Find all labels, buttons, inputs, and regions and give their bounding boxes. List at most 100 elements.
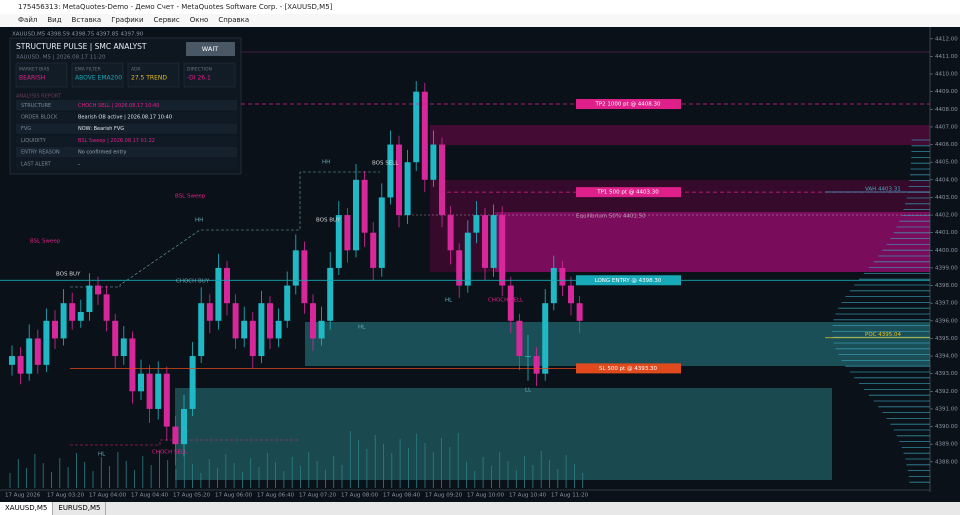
report-row xyxy=(16,135,237,146)
level-tag xyxy=(576,99,681,110)
candle-body xyxy=(206,303,213,321)
y-tick-label: 4388.00 xyxy=(935,459,958,465)
metric-label: EMA FILTER xyxy=(75,67,101,73)
y-tick-label: 4404.00 xyxy=(935,177,958,183)
candle-body xyxy=(456,250,463,286)
candle-body xyxy=(482,215,488,268)
row-value: BSL Sweep | 2026.08.17 01:22 xyxy=(78,138,155,144)
y-tick-label: 4405.00 xyxy=(935,160,958,166)
y-tick-label: 4390.00 xyxy=(935,424,958,430)
row-key: ENTRY REASON xyxy=(21,150,60,156)
menu-item[interactable]: Графики xyxy=(111,16,144,24)
level-tag xyxy=(576,363,681,374)
metric-box xyxy=(15,62,68,88)
candle-body xyxy=(499,215,506,286)
candle-body xyxy=(9,356,15,365)
candle-body xyxy=(327,267,334,321)
candle-body xyxy=(215,267,222,321)
wait-button[interactable] xyxy=(186,42,235,56)
candle-body xyxy=(120,338,127,357)
chart: XAUUSD,M5 4398.59 4398.75 4397.85 4397.9… xyxy=(0,27,960,502)
y-tick-label: 4411.00 xyxy=(935,54,958,60)
candle-body xyxy=(52,320,58,339)
menu-item[interactable]: Файл xyxy=(18,16,38,24)
chart-tab[interactable]: EURUSD,M5 xyxy=(53,502,107,515)
candle-body xyxy=(275,320,282,339)
equilibrium-label: Equilibrium 50% 4401.50 xyxy=(576,213,646,219)
candle-body xyxy=(198,303,205,357)
candle-body xyxy=(525,356,531,357)
y-tick-label: 4400.00 xyxy=(935,248,958,254)
candle-body xyxy=(163,373,170,427)
chart-tab[interactable]: XAUUSD,M5 xyxy=(0,502,54,515)
candle-body xyxy=(310,303,316,339)
candle-body xyxy=(378,197,385,268)
row-value: NOW: Bearish FVG xyxy=(78,126,124,132)
y-tick-label: 4406.00 xyxy=(935,142,958,148)
candle-body xyxy=(473,215,480,233)
y-tick-label: 4398.00 xyxy=(935,283,958,289)
candle-body xyxy=(232,303,239,339)
y-tick-label: 4395.00 xyxy=(935,336,958,342)
metric-box xyxy=(71,62,124,88)
metric-box xyxy=(127,62,180,88)
candle-body xyxy=(361,179,368,233)
menu-item[interactable]: Окно xyxy=(189,16,209,24)
report-row xyxy=(16,111,237,123)
row-value: No confirmed entry xyxy=(78,150,126,156)
candle-body xyxy=(464,232,471,286)
row-value: CHOCH SELL | 2026.08.17 10:40 xyxy=(78,103,159,109)
candle-body xyxy=(112,320,119,357)
x-tick-label: 17 Aug 10:00 xyxy=(467,493,505,499)
candle-body xyxy=(301,250,308,304)
candle-body xyxy=(576,303,583,321)
candle-body xyxy=(404,162,411,216)
candle-body xyxy=(86,285,93,312)
menu-item[interactable]: Вставка xyxy=(71,16,102,24)
candle-body xyxy=(507,285,514,321)
wait-label: WAIT xyxy=(202,45,218,53)
annotation: HL xyxy=(358,325,366,331)
menu-item[interactable]: Вид xyxy=(47,16,62,24)
candle-body xyxy=(95,285,101,295)
candle-body xyxy=(249,320,256,357)
menu-item[interactable]: Справка xyxy=(218,16,250,24)
metric-value: -DI 26.1 xyxy=(187,75,211,82)
metric-value: BEARISH xyxy=(19,75,45,82)
menu-item[interactable]: Сервис xyxy=(153,16,180,24)
candle-body xyxy=(103,294,110,321)
candle-body xyxy=(241,320,248,339)
annotation: BSL Sweep xyxy=(30,239,61,245)
candle-body xyxy=(490,215,497,268)
candle-body xyxy=(172,426,179,445)
y-tick-label: 4394.00 xyxy=(935,354,958,360)
x-tick-label: 17 Aug 04:40 xyxy=(131,493,169,499)
candle-body xyxy=(138,373,144,392)
y-tick-label: 4401.00 xyxy=(935,230,958,236)
y-tick-label: 4396.00 xyxy=(935,318,958,324)
profile-label: VAH 4403.31 xyxy=(865,186,901,192)
candle-body xyxy=(129,338,136,392)
tab-bar: XAUUSD,M5 EURUSD,M5 xyxy=(0,502,960,515)
candle-body xyxy=(413,91,420,163)
level-label: LONG ENTRY @ 4398.30 xyxy=(595,278,662,284)
y-tick-label: 4402.00 xyxy=(935,213,958,219)
row-value: - xyxy=(78,161,80,167)
report-row xyxy=(16,123,237,134)
x-tick-label: 17 Aug 08:40 xyxy=(383,493,421,499)
metric-label: DIRECTION xyxy=(187,67,212,73)
annotation: BOS SELL xyxy=(372,161,399,167)
level-label: TP1 500 pt @ 4403.30 xyxy=(596,190,659,196)
candle-body xyxy=(344,215,351,251)
candle-body xyxy=(559,267,566,286)
x-tick-label: 17 Aug 04:00 xyxy=(89,493,127,499)
y-tick-label: 4407.00 xyxy=(935,124,958,130)
candle-body xyxy=(396,144,402,216)
level-tag xyxy=(576,275,681,286)
candle-body xyxy=(439,144,445,216)
y-tick-label: 4412.00 xyxy=(935,36,958,42)
candle-body xyxy=(26,338,33,374)
x-tick-label: 17 Aug 06:00 xyxy=(215,493,253,499)
candle-body xyxy=(69,303,76,321)
